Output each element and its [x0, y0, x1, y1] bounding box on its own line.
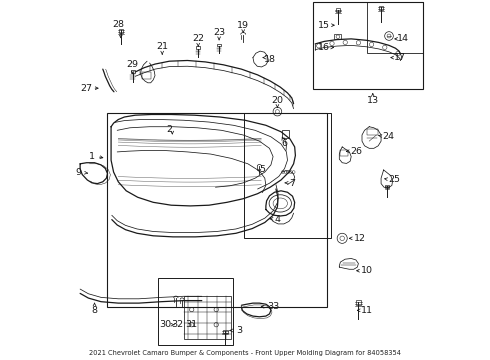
Text: 14: 14: [397, 34, 410, 43]
Text: 23: 23: [213, 28, 225, 37]
Bar: [356, 300, 361, 305]
Bar: [313, 2, 423, 89]
Text: 31: 31: [186, 320, 198, 329]
Text: 33: 33: [267, 302, 279, 311]
Text: 26: 26: [350, 147, 362, 156]
Bar: [143, 72, 151, 79]
Text: 2: 2: [167, 125, 172, 134]
Text: 21: 21: [156, 42, 168, 51]
Bar: [379, 6, 384, 10]
Text: 18: 18: [264, 55, 276, 64]
Text: 15: 15: [318, 21, 330, 30]
Bar: [107, 113, 327, 307]
Bar: [282, 130, 289, 138]
Text: 5: 5: [259, 165, 265, 174]
Text: 8: 8: [92, 306, 98, 315]
Text: 22: 22: [192, 34, 204, 43]
Bar: [196, 46, 200, 49]
Bar: [218, 44, 220, 46]
Bar: [334, 34, 342, 39]
Text: 3: 3: [237, 326, 243, 335]
Text: 1: 1: [89, 152, 95, 161]
Text: 9: 9: [75, 168, 82, 177]
Text: 19: 19: [237, 21, 249, 30]
Bar: [245, 113, 331, 238]
Bar: [386, 185, 389, 188]
Text: 7: 7: [290, 179, 295, 188]
Text: 17: 17: [394, 53, 406, 62]
Text: 28: 28: [112, 20, 124, 29]
Text: 2021 Chevrolet Camaro Bumper & Components - Front Upper Molding Diagram for 8405: 2021 Chevrolet Camaro Bumper & Component…: [89, 350, 401, 356]
Bar: [131, 69, 135, 73]
Bar: [119, 29, 123, 33]
Bar: [184, 296, 231, 339]
Bar: [223, 329, 227, 333]
Text: 16: 16: [318, 43, 330, 52]
Text: 32: 32: [172, 320, 183, 329]
Text: 13: 13: [367, 96, 379, 105]
Bar: [368, 129, 378, 135]
Text: 12: 12: [354, 234, 366, 243]
Text: 20: 20: [271, 96, 283, 105]
Text: 6: 6: [282, 139, 288, 148]
Bar: [367, 2, 423, 53]
Bar: [341, 150, 347, 156]
Text: 4: 4: [274, 215, 280, 224]
Text: 27: 27: [80, 84, 92, 93]
Text: 24: 24: [382, 132, 394, 141]
Text: 29: 29: [127, 60, 139, 69]
Text: 11: 11: [362, 306, 373, 315]
Text: 30: 30: [159, 320, 171, 329]
Text: 10: 10: [362, 266, 373, 275]
Bar: [336, 8, 340, 12]
Text: 25: 25: [389, 175, 401, 184]
Bar: [158, 278, 233, 345]
